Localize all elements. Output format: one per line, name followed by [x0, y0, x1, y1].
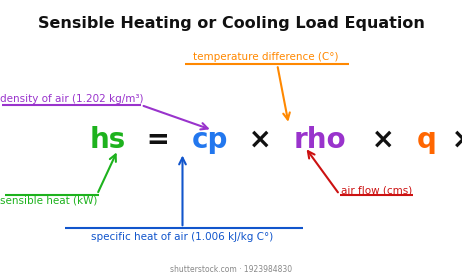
Text: air flow (cms): air flow (cms) [341, 185, 412, 195]
Text: density of air (1.202 kg/m³): density of air (1.202 kg/m³) [0, 94, 143, 104]
Text: Sensible Heating or Cooling Load Equation: Sensible Heating or Cooling Load Equatio… [37, 16, 425, 31]
Text: sensible heat (kW): sensible heat (kW) [0, 195, 97, 205]
Text: ×: × [442, 126, 462, 154]
Text: ×: × [362, 126, 404, 154]
Text: =: = [137, 126, 180, 154]
Text: q: q [416, 126, 436, 154]
Text: specific heat of air (1.006 kJ/kg C°): specific heat of air (1.006 kJ/kg C°) [91, 232, 274, 242]
Text: rho: rho [294, 126, 346, 154]
Text: temperature difference (C°): temperature difference (C°) [193, 52, 338, 62]
Text: shutterstock.com · 1923984830: shutterstock.com · 1923984830 [170, 265, 292, 274]
Text: ×: × [239, 126, 281, 154]
Text: cp: cp [192, 126, 228, 154]
Text: hs: hs [90, 126, 126, 154]
